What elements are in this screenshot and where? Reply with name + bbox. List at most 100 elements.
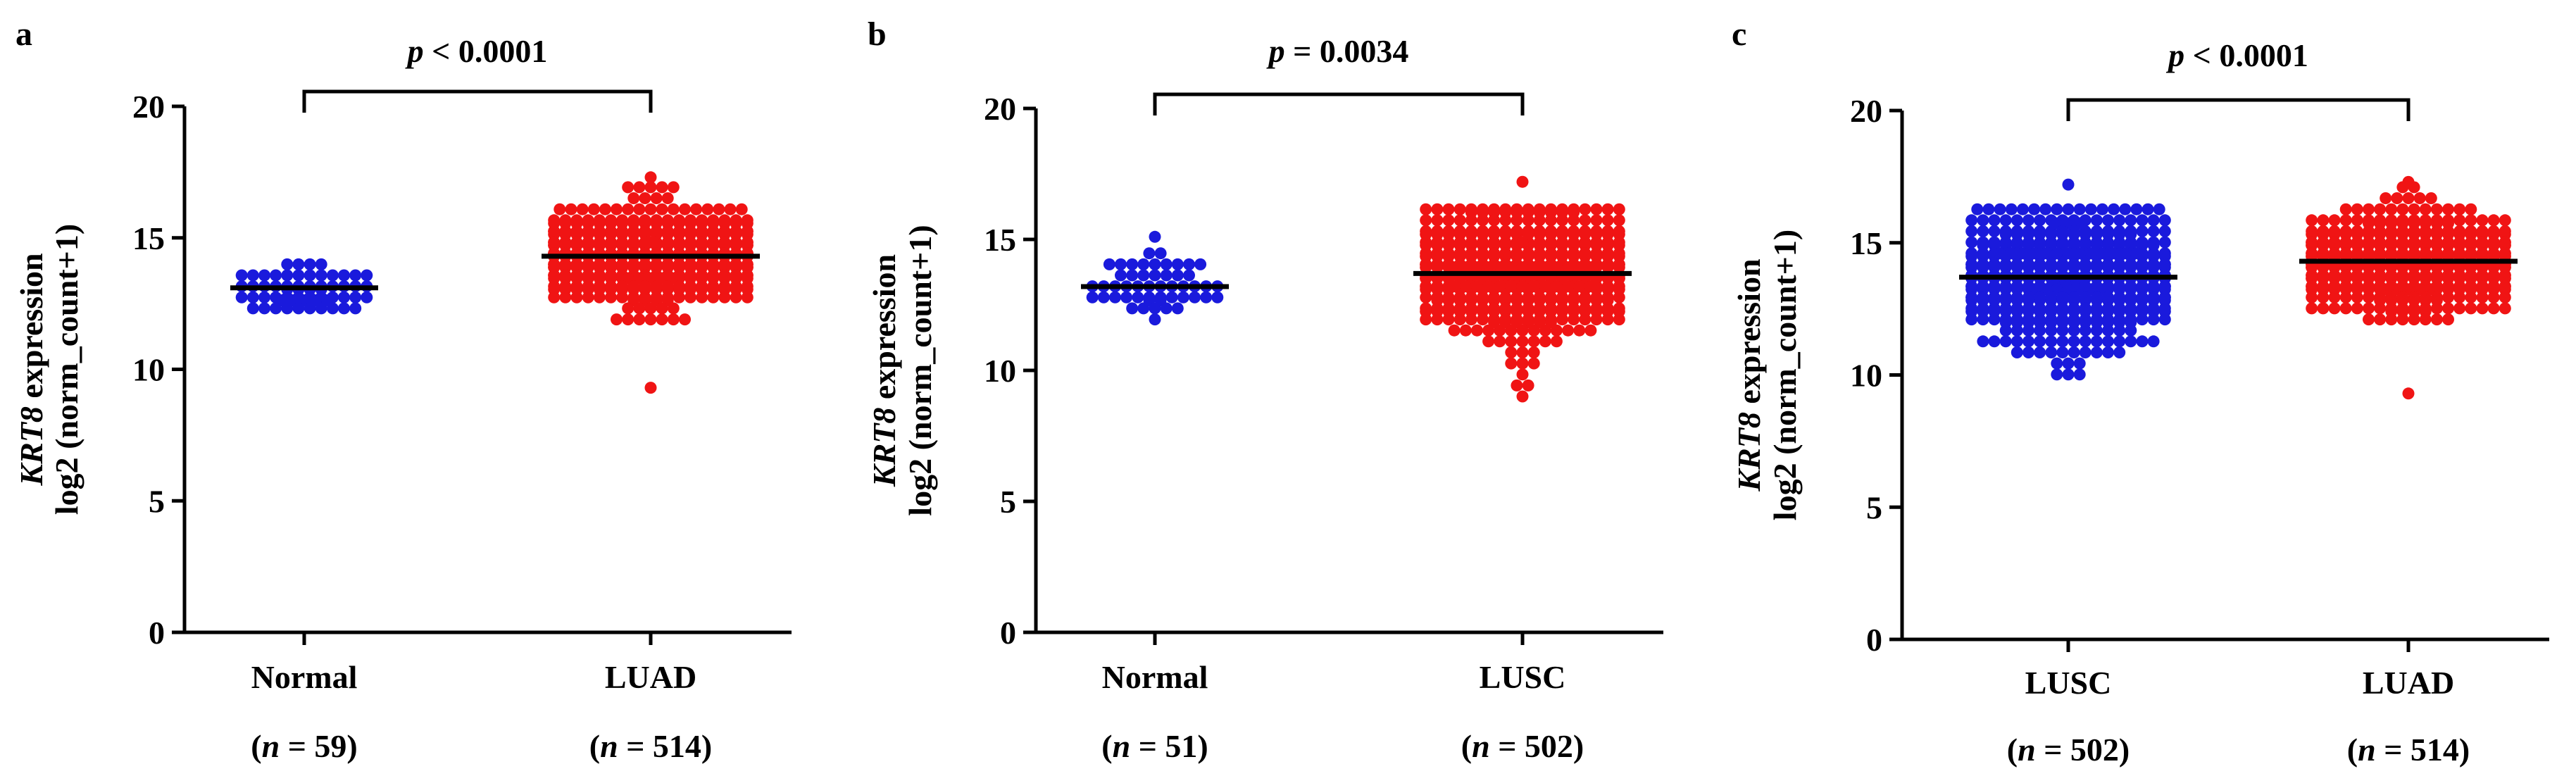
data-point [611, 203, 623, 215]
data-point [338, 291, 350, 303]
data-point [2090, 346, 2103, 358]
data-point [730, 269, 742, 282]
data-point [1177, 291, 1189, 303]
data-point [2339, 280, 2352, 293]
data-point [2045, 324, 2058, 337]
data-point [1568, 214, 1580, 227]
data-point [1126, 269, 1139, 282]
data-point [2351, 280, 2363, 293]
data-point [1977, 313, 1989, 326]
p-value-label: p = 0.0034 [1266, 33, 1409, 69]
sample-size-label: (n = 51) [1101, 728, 1208, 764]
data-point [1149, 313, 1161, 326]
data-point [1115, 269, 1127, 282]
data-point [2130, 203, 2143, 215]
data-points-lusc [1420, 175, 1625, 403]
data-point [338, 269, 350, 282]
data-point [2051, 247, 2063, 260]
data-point [667, 313, 680, 326]
data-point [1994, 203, 2006, 215]
data-point [2465, 203, 2477, 215]
data-point [2045, 302, 2058, 315]
data-point [1988, 214, 2001, 227]
data-point [2476, 302, 2489, 315]
data-point [1556, 313, 1568, 326]
y-axis-label-line1: KRT8 expression [13, 253, 49, 486]
data-point [1431, 214, 1444, 227]
data-point [684, 280, 696, 293]
data-point [1488, 214, 1501, 227]
data-point [2068, 346, 2080, 358]
data-point [1579, 247, 1592, 260]
data-point [2363, 291, 2375, 303]
data-point [593, 280, 606, 293]
data-point [1977, 280, 1989, 293]
data-point [1137, 269, 1150, 282]
data-point [718, 225, 731, 237]
data-point [1499, 225, 1512, 237]
data-point [2022, 324, 2034, 337]
data-point [667, 302, 680, 315]
data-point [2125, 258, 2137, 270]
data-point [1613, 291, 1625, 303]
data-point [1579, 313, 1592, 326]
data-point [235, 291, 248, 303]
data-point [2453, 214, 2466, 227]
data-point [2306, 302, 2318, 315]
data-point [2476, 214, 2489, 227]
data-point [2102, 302, 2114, 315]
data-point [2022, 346, 2034, 358]
data-point [1505, 280, 1518, 293]
data-point [1584, 280, 1597, 293]
data-point [2465, 302, 2477, 315]
data-point [611, 313, 623, 326]
data-point [270, 302, 282, 315]
data-point [1516, 236, 1529, 249]
data-point [730, 291, 742, 303]
data-point [1511, 247, 1523, 260]
data-point [2442, 291, 2454, 303]
data-point [2102, 291, 2114, 303]
data-point [2408, 203, 2420, 215]
data-point [1126, 302, 1139, 315]
data-point [2034, 302, 2046, 315]
data-point [2125, 280, 2137, 293]
data-point [2073, 247, 2086, 260]
data-point [1988, 280, 2001, 293]
data-point [1194, 258, 1207, 270]
data-point [1499, 302, 1512, 315]
data-point [2119, 203, 2132, 215]
data-point [2328, 214, 2341, 227]
data-point [1086, 291, 1099, 303]
x-tick-label: LUSC [2025, 665, 2112, 701]
panel-label: a [15, 15, 32, 53]
data-point [2090, 302, 2103, 315]
data-point [1527, 335, 1540, 348]
data-point [2034, 258, 2046, 270]
data-point [656, 313, 668, 326]
data-point [1527, 324, 1540, 337]
data-point [1533, 302, 1546, 315]
data-point [1477, 313, 1489, 326]
data-points-normal [1086, 230, 1224, 326]
data-point [1601, 313, 1614, 326]
data-point [627, 225, 640, 237]
data-point [605, 280, 617, 293]
data-point [2408, 247, 2420, 260]
data-point [2419, 203, 2432, 215]
data-point [1977, 225, 1989, 237]
data-point [1999, 258, 2012, 270]
data-point [349, 291, 362, 303]
data-point [1154, 247, 1167, 260]
data-point [1522, 379, 1534, 392]
data-point [2016, 247, 2029, 260]
data-point [2374, 313, 2387, 326]
data-point [1613, 258, 1625, 270]
data-point [292, 302, 305, 315]
x-tick-label: Normal [1102, 659, 1208, 695]
data-point [2442, 236, 2454, 249]
data-point [2374, 236, 2387, 249]
data-point [1488, 302, 1501, 315]
y-tick-label: 5 [149, 483, 165, 519]
data-point [1533, 247, 1546, 260]
